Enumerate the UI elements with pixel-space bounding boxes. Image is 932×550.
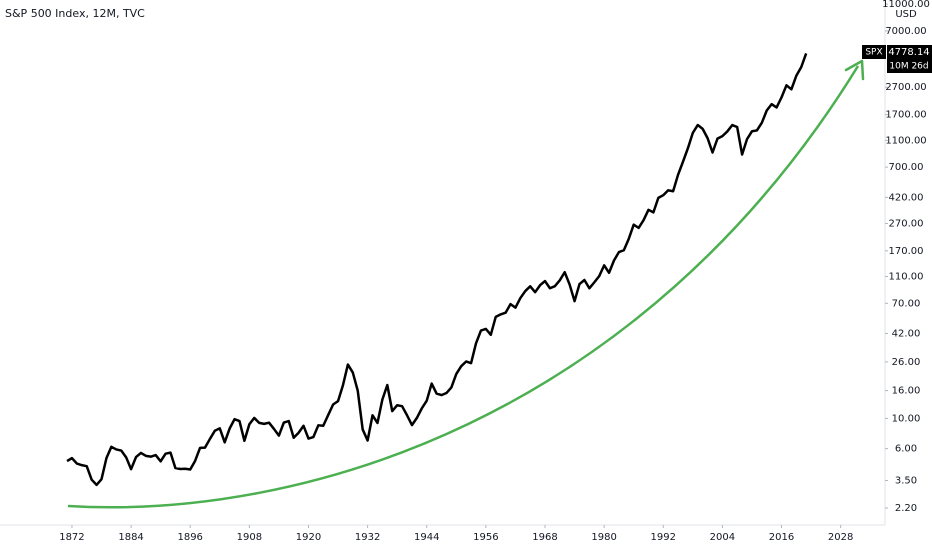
x-tick-label: 1884 [118,532,143,543]
y-tick-label: 270.00 [889,218,924,229]
trend-arrow [67,65,860,509]
x-tick-label: 2028 [828,532,853,543]
y-tick-label: 11000.00 [882,0,930,10]
price-badge [887,45,932,73]
y-tick-label: 110.00 [889,272,924,283]
y-tick-label: 7000.00 [885,26,926,37]
y-tick-label: 1100.00 [885,135,926,146]
currency-label: USD [895,9,917,20]
x-tick-label: 1992 [651,532,676,543]
x-tick-label: 1872 [59,532,84,543]
x-tick-label: 1944 [414,532,439,543]
countdown-label: 10M 26d [889,62,928,72]
x-tick-label: 2016 [769,532,794,543]
symbol-label: SPX [865,48,882,58]
x-tick-label: 1908 [237,532,262,543]
x-tick-label: 1896 [177,532,202,543]
y-tick-label: 2700.00 [885,82,926,93]
y-tick-label: 42.00 [892,329,921,340]
y-tick-label: 1700.00 [885,110,926,121]
plot [66,53,808,487]
y-tick-label: 420.00 [889,192,924,203]
chart-title: S&P 500 Index, 12M, TVC [5,7,145,20]
y-tick-label: 6.00 [895,444,917,455]
symbol-badge [862,45,886,59]
trend-arrow-head [844,59,865,81]
y-tick-label: 10.00 [892,413,921,424]
price-line [66,53,808,487]
y-tick-label: 3.50 [895,476,917,487]
last-price-label: 4778.14 [888,47,929,58]
x-tick-label: 1956 [473,532,498,543]
x-tick-label: 1932 [355,532,380,543]
x-tick-label: 1980 [591,532,616,543]
y-tick-label: 2.20 [895,503,917,514]
x-tick-label: 2004 [710,532,735,543]
x-tick-label: 1920 [296,532,321,543]
y-tick-label: 16.00 [892,386,921,397]
y-tick-label: 70.00 [892,298,921,309]
y-tick-label: 700.00 [889,162,924,173]
x-tick-label: 1968 [532,532,557,543]
y-tick-label: 26.00 [892,357,921,368]
y-tick-label: 170.00 [889,246,924,257]
